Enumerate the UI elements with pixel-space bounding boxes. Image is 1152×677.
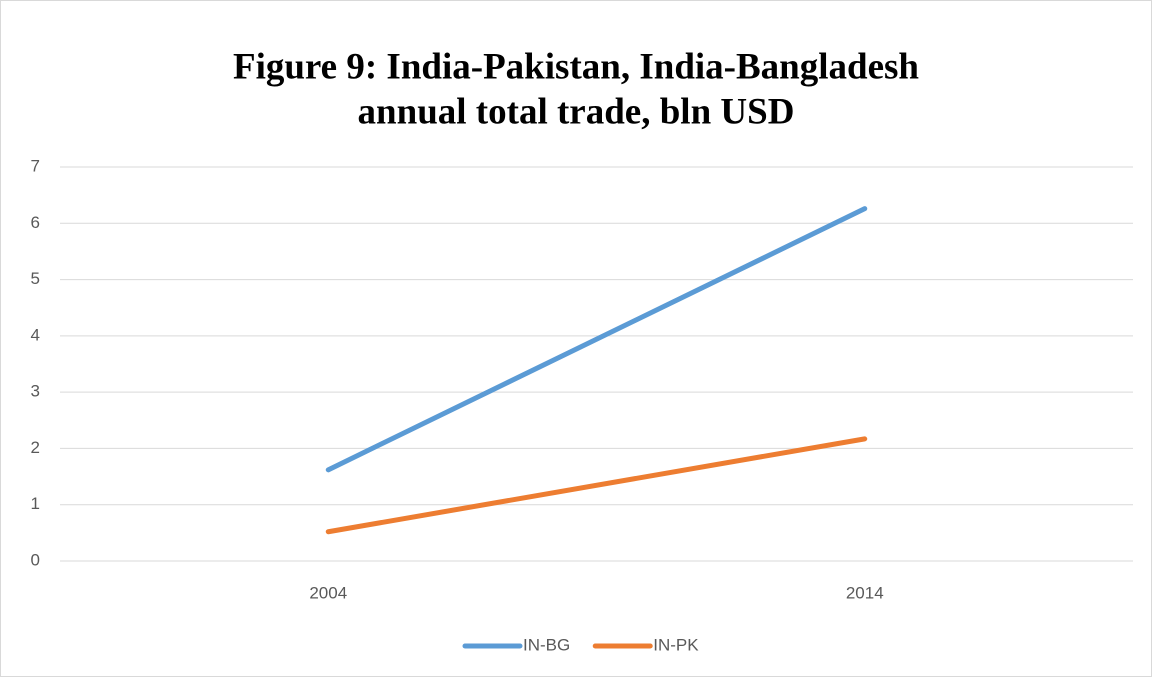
y-tick-label: 5 [31, 269, 40, 288]
y-tick-label: 4 [31, 325, 40, 344]
y-tick-label: 7 [31, 156, 40, 175]
series-line [325, 436, 868, 535]
y-tick-label: 6 [31, 213, 40, 232]
y-tick-label: 2 [31, 438, 40, 457]
legend-label: IN-PK [653, 635, 699, 654]
legend-label: IN-BG [523, 635, 570, 654]
x-tick-label: 2014 [846, 583, 884, 602]
y-tick-label: 3 [31, 382, 40, 401]
y-tick-label: 1 [31, 494, 40, 513]
y-tick-label: 0 [31, 550, 40, 569]
chart-title: annual total trade, bln USD [358, 91, 795, 132]
series-line [325, 206, 868, 473]
chart-title: Figure 9: India-Pakistan, India-Banglade… [233, 46, 919, 87]
x-tick-label: 2004 [309, 583, 347, 602]
